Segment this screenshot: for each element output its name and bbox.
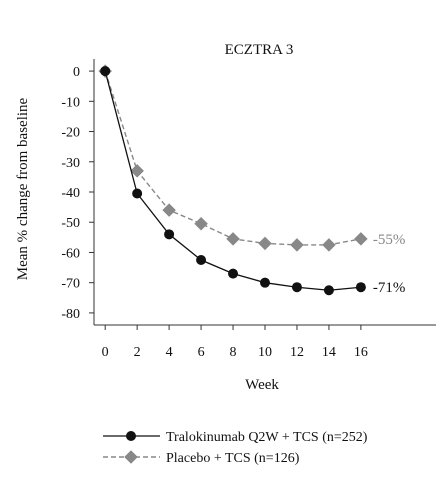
legend: Tralokinumab Q2W + TCS (n=252) Placebo + …: [103, 430, 368, 466]
x-tick-label: 2: [134, 345, 141, 360]
y-tick-label: -60: [61, 246, 80, 261]
y-axis-title: Mean % change from baseline: [15, 97, 31, 280]
tralokinumab-point: [126, 431, 136, 441]
placebo-point: [194, 216, 208, 231]
y-tick-label: -20: [61, 126, 80, 141]
y-tick-label: -80: [61, 307, 80, 322]
placebo-point: [290, 238, 304, 252]
tralokinumab-point: [355, 282, 366, 293]
placebo-end-label: -55%: [373, 232, 406, 248]
placebo-point: [226, 231, 240, 246]
legend-item-placebo: Placebo + TCS (n=126): [103, 450, 300, 466]
x-tick-label: 8: [230, 345, 237, 360]
placebo-point: [130, 163, 145, 178]
x-tick-label: 0: [102, 345, 109, 360]
y-tick-label: -30: [61, 156, 80, 171]
tralokinumab-point: [291, 282, 302, 293]
series-layer: -55% -71%: [98, 64, 406, 296]
tralokinumab-point: [260, 277, 270, 288]
y-tick-label: -70: [61, 277, 80, 292]
x-ticks: 0 2 4 6 8 10 12 14 16: [102, 325, 368, 360]
placebo-point: [124, 450, 138, 464]
tralokinumab-series: -71%: [100, 66, 405, 296]
placebo-line: [104, 70, 362, 246]
y-tick-label: 0: [73, 65, 80, 80]
y-tick-label: -10: [61, 95, 80, 110]
tralokinumab-point: [164, 229, 175, 240]
y-tick-label: -40: [61, 186, 80, 201]
legend-label: Tralokinumab Q2W + TCS (n=252): [166, 430, 368, 445]
tralokinumab-point: [323, 285, 334, 296]
placebo-point: [258, 236, 272, 251]
x-tick-label: 6: [198, 345, 205, 360]
x-tick-label: 16: [354, 345, 368, 360]
legend-item-tralokinumab: Tralokinumab Q2W + TCS (n=252): [103, 430, 368, 445]
chart-title: ECZTRA 3: [225, 42, 294, 58]
placebo-series: -55%: [98, 64, 406, 252]
placebo-point: [322, 238, 336, 252]
tralokinumab-point: [228, 268, 239, 279]
tralokinumab-point: [196, 255, 207, 266]
tralokinumab-point: [100, 66, 111, 77]
tralokinumab-line: [104, 70, 361, 291]
x-tick-label: 4: [166, 345, 173, 360]
y-ticks: 0 -10 -20 -30 -40 -50 -60 -70 -80: [61, 65, 94, 322]
y-tick-label: -50: [61, 216, 80, 231]
tralokinumab-point: [132, 188, 143, 199]
placebo-point: [162, 203, 176, 217]
tralokinumab-end-label: -71%: [373, 280, 406, 296]
x-axis-title: Week: [245, 377, 279, 393]
placebo-point: [354, 231, 368, 246]
legend-label: Placebo + TCS (n=126): [166, 451, 300, 466]
x-tick-label: 10: [258, 345, 272, 360]
x-tick-label: 12: [290, 345, 304, 360]
x-tick-label: 14: [322, 345, 336, 360]
